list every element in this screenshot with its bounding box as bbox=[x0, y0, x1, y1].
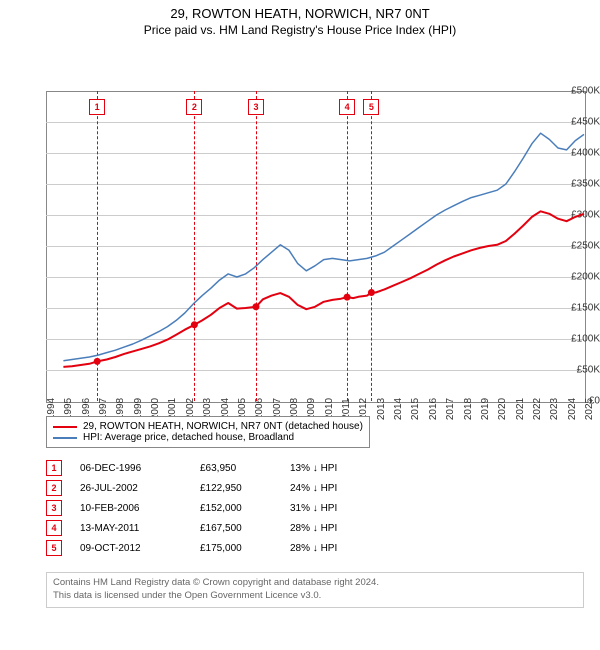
x-axis-label: 2014 bbox=[393, 398, 404, 420]
event-date: 13-MAY-2011 bbox=[80, 523, 200, 534]
event-row-marker: 3 bbox=[46, 500, 62, 516]
series-marker bbox=[94, 358, 101, 365]
event-price: £122,950 bbox=[200, 483, 290, 494]
legend-item: HPI: Average price, detached house, Broa… bbox=[53, 432, 363, 443]
event-row: 3 10-FEB-2006£152,00031% ↓ HPI bbox=[46, 498, 390, 518]
event-hpi-delta: 28% ↓ HPI bbox=[290, 543, 390, 554]
x-axis-label: 2016 bbox=[428, 398, 439, 420]
event-hpi-delta: 31% ↓ HPI bbox=[290, 503, 390, 514]
event-row-marker: 2 bbox=[46, 480, 62, 496]
event-row: 1 06-DEC-1996£63,95013% ↓ HPI bbox=[46, 458, 390, 478]
series-line bbox=[63, 211, 584, 367]
x-axis-label: 2022 bbox=[532, 398, 543, 420]
event-row-marker: 5 bbox=[46, 540, 62, 556]
event-price: £63,950 bbox=[200, 463, 290, 474]
series-marker bbox=[191, 321, 198, 328]
event-price: £167,500 bbox=[200, 523, 290, 534]
legend-label: HPI: Average price, detached house, Broa… bbox=[83, 432, 294, 443]
event-date: 06-DEC-1996 bbox=[80, 463, 200, 474]
series-marker bbox=[344, 294, 351, 301]
x-axis-label: 2023 bbox=[549, 398, 560, 420]
series-marker bbox=[368, 289, 375, 296]
event-hpi-delta: 24% ↓ HPI bbox=[290, 483, 390, 494]
series-line bbox=[63, 133, 584, 361]
event-row: 2 26-JUL-2002£122,95024% ↓ HPI bbox=[46, 478, 390, 498]
event-date: 09-OCT-2012 bbox=[80, 543, 200, 554]
event-hpi-delta: 13% ↓ HPI bbox=[290, 463, 390, 474]
event-price: £152,000 bbox=[200, 503, 290, 514]
footer-line-1: Contains HM Land Registry data © Crown c… bbox=[53, 577, 577, 590]
event-date: 10-FEB-2006 bbox=[80, 503, 200, 514]
chart-title: 29, ROWTON HEATH, NORWICH, NR7 0NT bbox=[0, 0, 600, 21]
event-row: 5 09-OCT-2012£175,00028% ↓ HPI bbox=[46, 538, 390, 558]
x-axis-label: 2013 bbox=[376, 398, 387, 420]
event-row: 4 13-MAY-2011£167,50028% ↓ HPI bbox=[46, 518, 390, 538]
events-table: 1 06-DEC-1996£63,95013% ↓ HPI 2 26-JUL-2002… bbox=[46, 458, 390, 558]
x-axis-label: 2019 bbox=[480, 398, 491, 420]
x-axis-label: 2024 bbox=[567, 398, 578, 420]
line-chart: £0£50K£100K£150K£200K£250K£300K£350K£400… bbox=[0, 41, 600, 401]
x-axis-label: 2018 bbox=[463, 398, 474, 420]
event-row-marker: 1 bbox=[46, 460, 62, 476]
event-date: 26-JUL-2002 bbox=[80, 483, 200, 494]
legend-item: 29, ROWTON HEATH, NORWICH, NR7 0NT (deta… bbox=[53, 421, 363, 432]
x-axis-label: 2015 bbox=[410, 398, 421, 420]
legend-swatch bbox=[53, 437, 77, 439]
legend-label: 29, ROWTON HEATH, NORWICH, NR7 0NT (deta… bbox=[83, 421, 363, 432]
x-axis-label: 2020 bbox=[497, 398, 508, 420]
attribution-footer: Contains HM Land Registry data © Crown c… bbox=[46, 572, 584, 608]
event-price: £175,000 bbox=[200, 543, 290, 554]
event-row-marker: 4 bbox=[46, 520, 62, 536]
chart-subtitle: Price paid vs. HM Land Registry's House … bbox=[0, 21, 600, 41]
footer-line-2: This data is licensed under the Open Gov… bbox=[53, 590, 577, 603]
series-marker bbox=[252, 303, 259, 310]
x-axis-label: 2021 bbox=[515, 398, 526, 420]
x-axis-label: 2017 bbox=[445, 398, 456, 420]
event-hpi-delta: 28% ↓ HPI bbox=[290, 523, 390, 534]
chart-legend: 29, ROWTON HEATH, NORWICH, NR7 0NT (deta… bbox=[46, 416, 370, 448]
series-svg bbox=[0, 41, 600, 401]
legend-swatch bbox=[53, 426, 77, 428]
x-axis-label: 2025 bbox=[584, 398, 595, 420]
